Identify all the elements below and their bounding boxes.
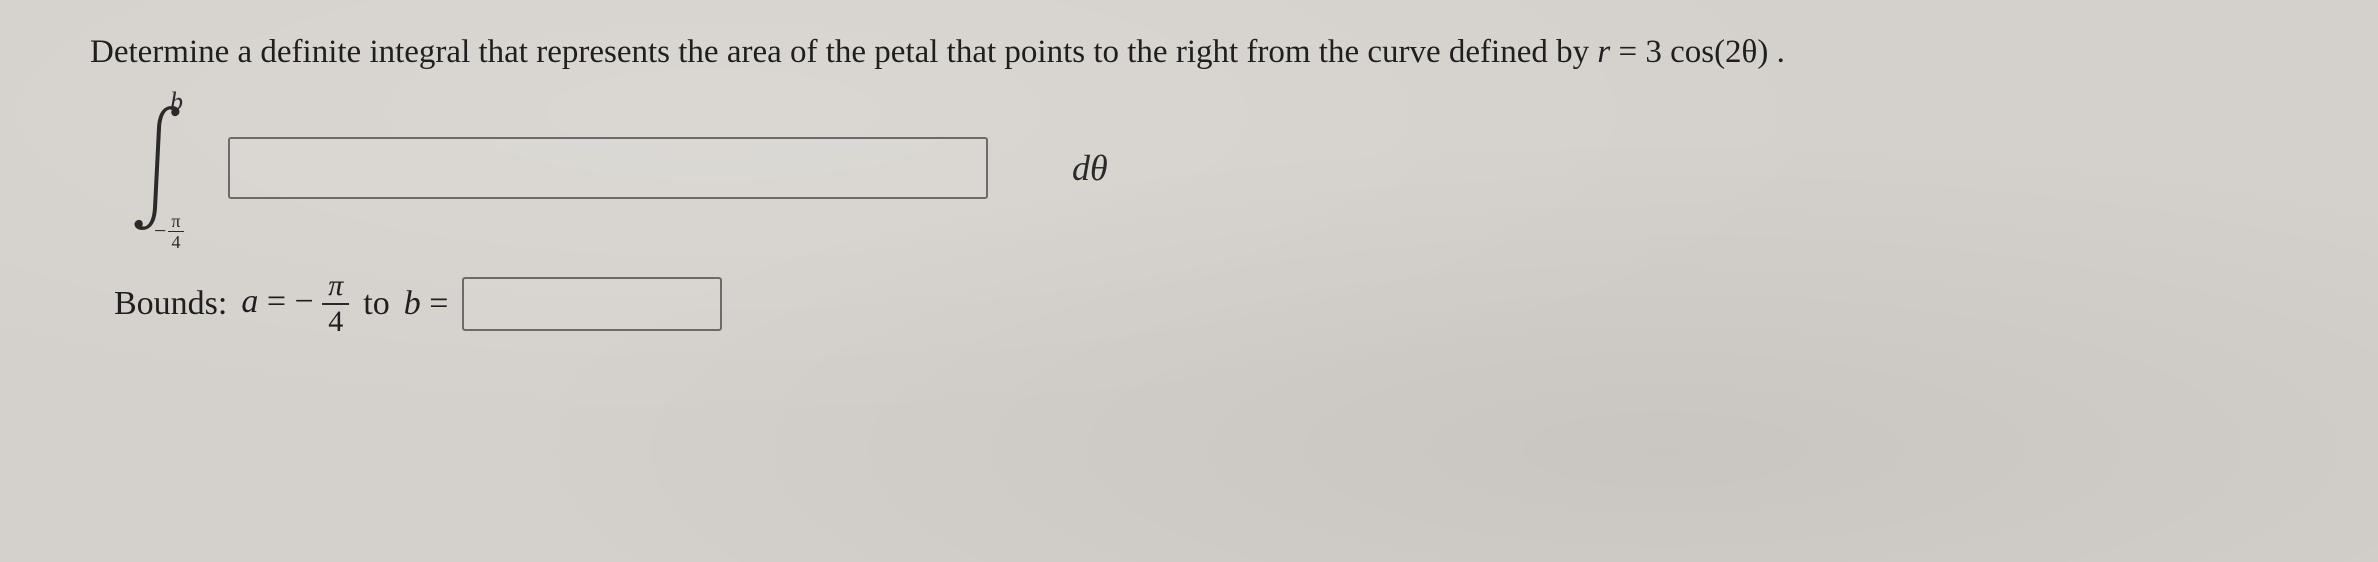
equals-2: = xyxy=(421,285,449,322)
integral-sign: b − π 4 xyxy=(114,93,204,243)
lower-bound-fraction: π 4 xyxy=(168,212,183,251)
prompt-text-before: Determine a definite integral that repre… xyxy=(90,34,1597,70)
b-input[interactable] xyxy=(462,277,722,331)
a-fraction: π 4 xyxy=(322,271,349,337)
to-label: to xyxy=(363,285,389,323)
a-label: a xyxy=(241,282,258,319)
integral-lower-bound: − π 4 xyxy=(154,212,184,251)
a-sign: − xyxy=(295,282,314,319)
b-label: b xyxy=(404,285,421,322)
a-denominator: 4 xyxy=(322,305,349,337)
a-numerator: π xyxy=(322,271,349,305)
problem-prompt: Determine a definite integral that repre… xyxy=(90,30,2288,75)
lower-bound-denominator: 4 xyxy=(168,232,183,251)
lower-bound-numerator: π xyxy=(168,212,183,232)
equals-1: = xyxy=(258,282,294,319)
equation-eq: = xyxy=(1610,34,1645,70)
equation-lhs: r xyxy=(1597,34,1610,70)
lower-bound-sign: − xyxy=(154,218,166,244)
bounds-label: Bounds: xyxy=(114,285,227,323)
equation-rhs: 3 cos(2θ) xyxy=(1645,34,1768,70)
bounds-row: Bounds: a = − π 4 to b = xyxy=(114,271,2288,337)
prompt-text-after: . xyxy=(1768,34,1785,70)
integrand-input[interactable] xyxy=(228,137,988,199)
integral-upper-bound: b xyxy=(170,87,183,117)
integral-expression: b − π 4 dθ xyxy=(114,93,2288,243)
differential: dθ xyxy=(1072,147,1108,189)
